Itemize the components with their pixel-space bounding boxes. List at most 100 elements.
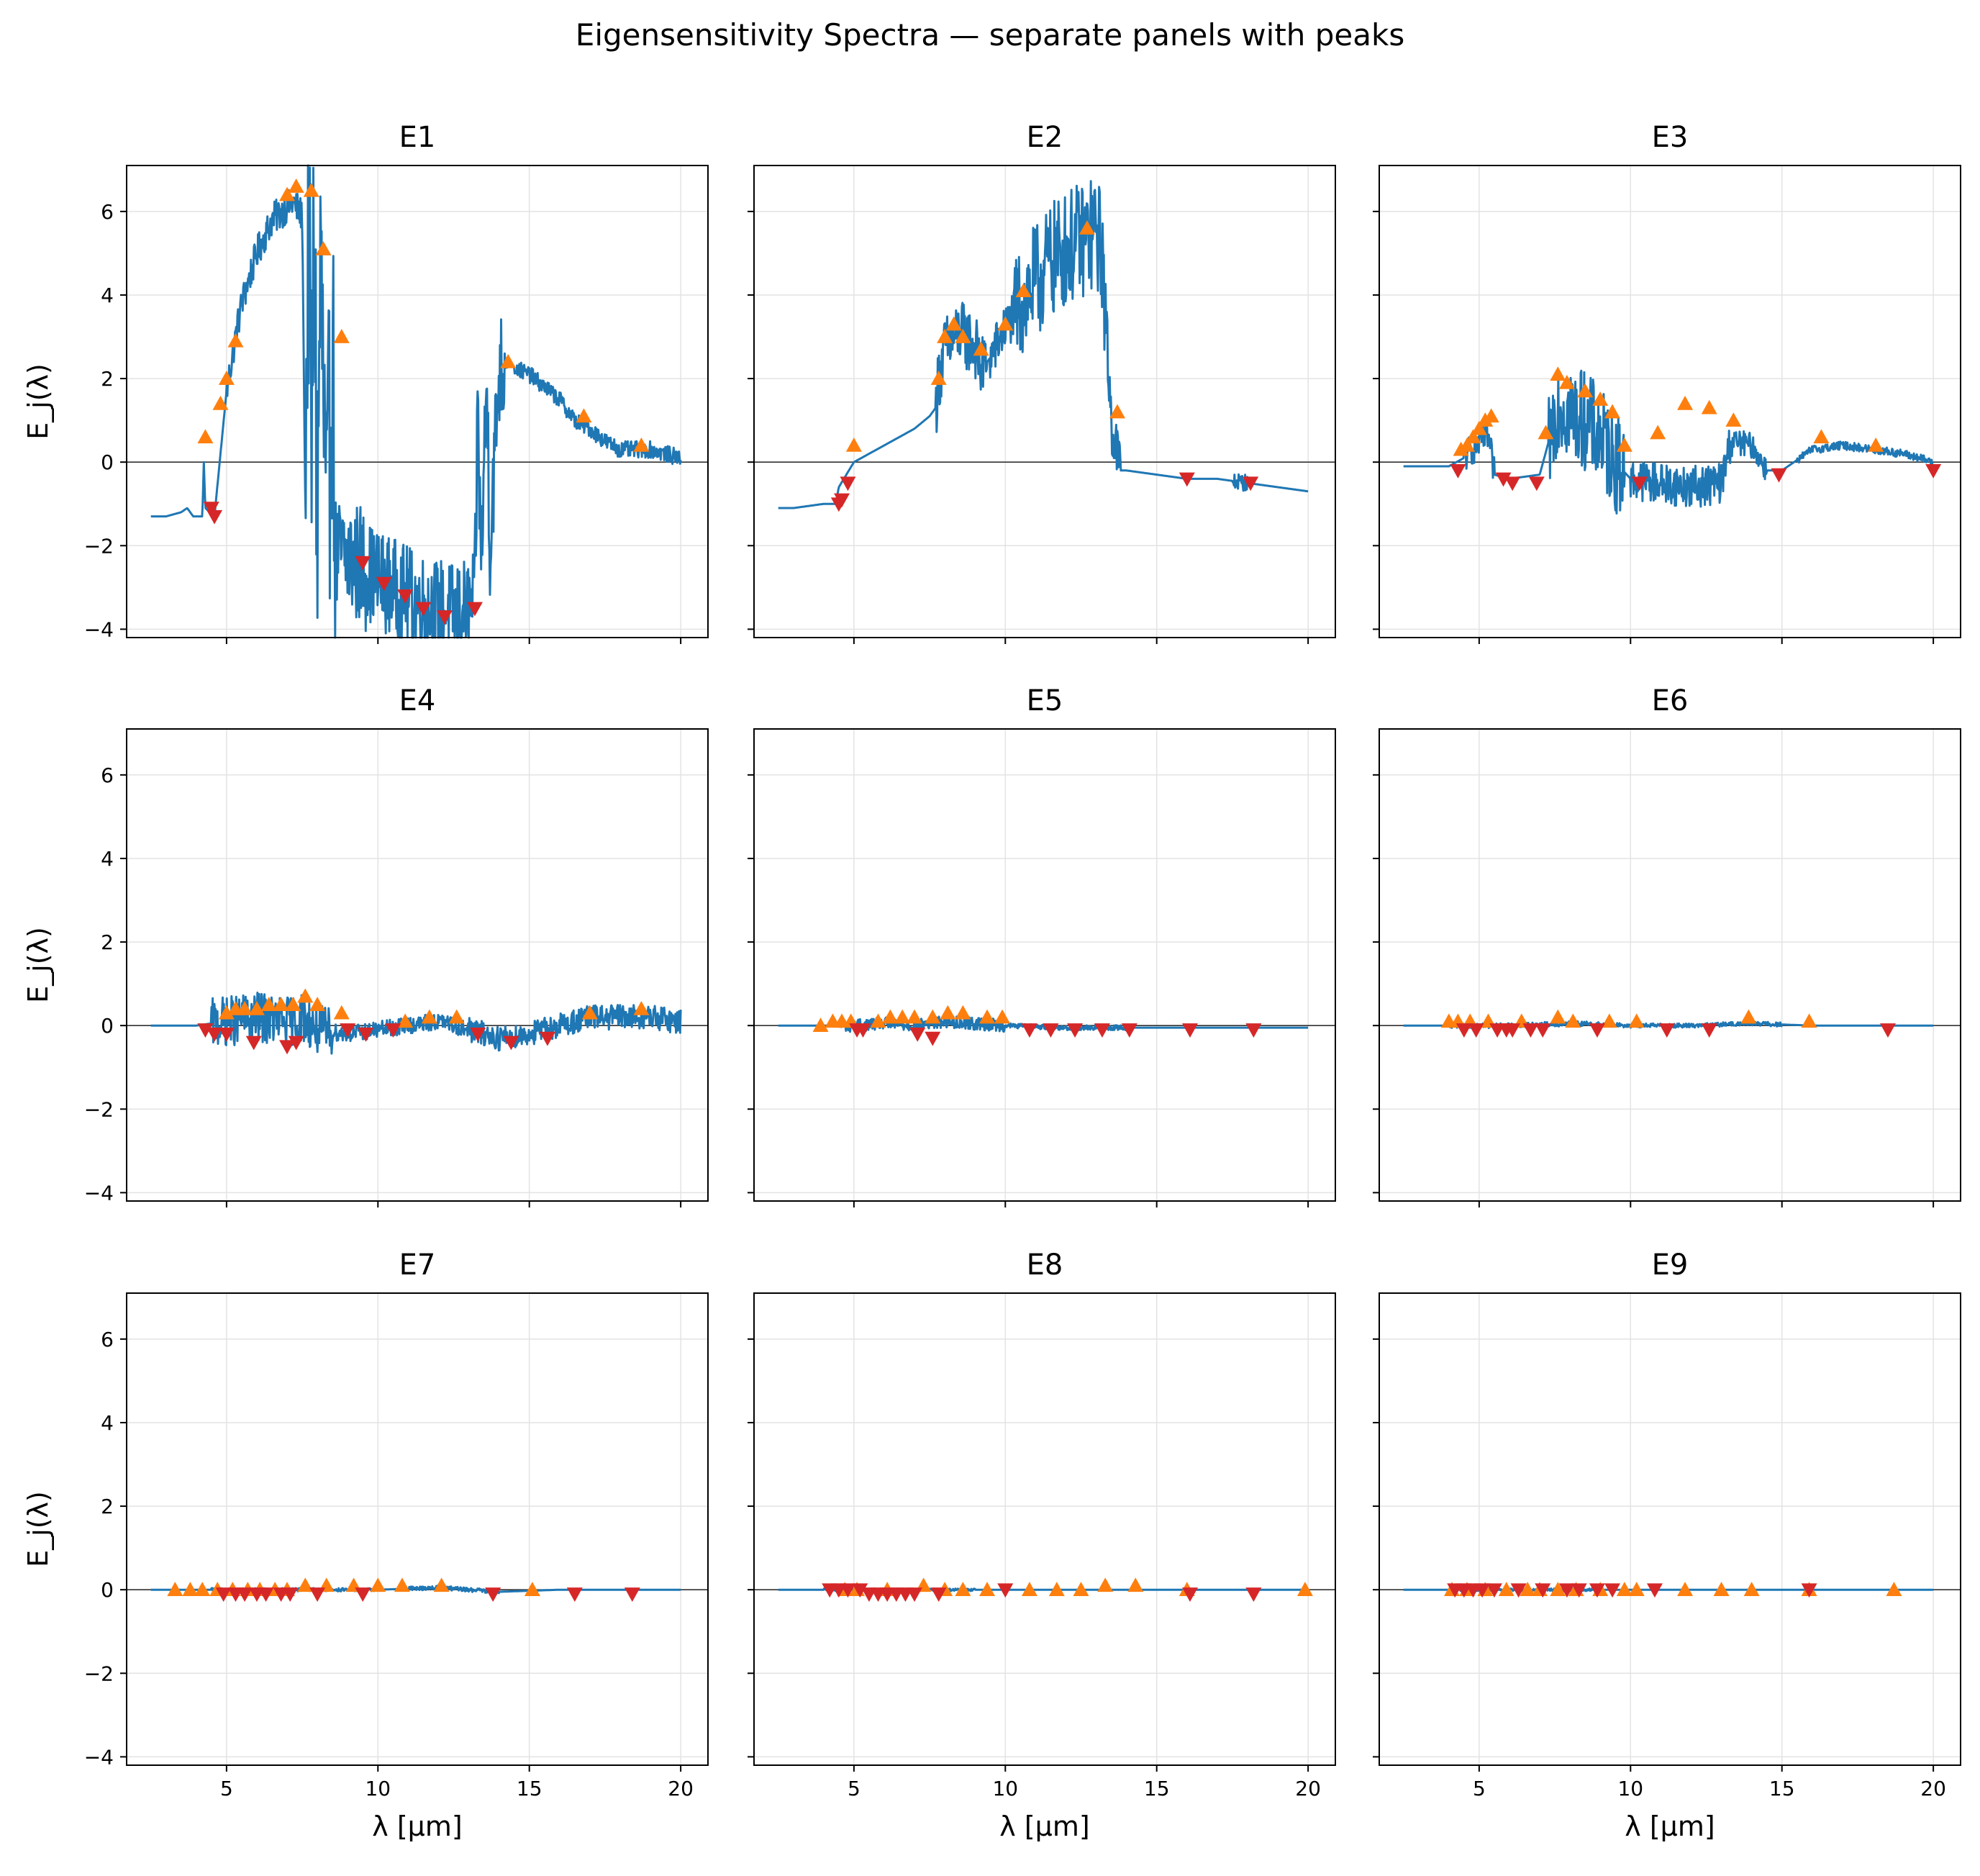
min-peak-marker	[1504, 1023, 1521, 1038]
x-tick-label: 20	[668, 1777, 694, 1800]
min-peak-marker	[1535, 1023, 1551, 1038]
min-peak-marker	[1571, 1583, 1587, 1598]
max-peak-marker	[197, 429, 214, 444]
x-tick-label: 20	[1295, 1777, 1321, 1800]
max-peak-marker	[394, 1577, 410, 1592]
max-peak-marker	[925, 1009, 941, 1024]
panel-frame	[753, 165, 1336, 638]
max-peak-marker	[397, 1013, 414, 1028]
max-peak-marker	[1740, 1009, 1757, 1024]
max-peak-marker	[218, 1005, 235, 1020]
max-peak-marker	[973, 341, 989, 356]
max-peak-marker	[309, 997, 326, 1011]
max-peak-marker	[1471, 420, 1487, 435]
min-peak-marker	[1245, 1023, 1262, 1038]
panel-frame	[126, 728, 709, 1202]
min-peak-marker	[340, 1023, 356, 1038]
min-peak-marker	[376, 576, 392, 592]
panel-e8: E8 5 10 15 20 λ [μm]	[748, 1249, 1336, 1842]
max-peak-marker	[979, 1009, 996, 1024]
min-peak-marker	[436, 610, 453, 625]
max-peak-marker	[333, 329, 350, 343]
max-peak-marker	[1801, 1013, 1817, 1028]
min-peak-marker	[466, 602, 483, 617]
min-peak-marker	[1771, 468, 1787, 483]
min-peak-marker	[203, 502, 219, 517]
max-peak-marker	[1021, 1582, 1037, 1596]
max-peak-marker	[955, 1582, 971, 1596]
panel-title: E5	[1027, 684, 1063, 717]
y-tick-label: −4	[84, 617, 114, 641]
min-peak-marker	[355, 556, 371, 571]
min-peak-marker	[1510, 1583, 1527, 1598]
x-tick-label: 15	[517, 1777, 542, 1800]
max-peak-marker	[845, 437, 862, 452]
min-peak-marker	[1535, 1583, 1551, 1598]
max-peak-marker	[237, 1000, 253, 1015]
panel-frame	[1379, 165, 1961, 638]
min-peak-marker	[288, 1036, 304, 1051]
max-peak-marker	[979, 1582, 996, 1596]
max-peak-marker	[248, 1000, 265, 1015]
panel-frame	[126, 165, 709, 638]
spectrum-line	[778, 1014, 1309, 1033]
max-peak-marker	[945, 316, 962, 331]
min-peak-marker	[1182, 1023, 1198, 1038]
min-peak-marker	[485, 1587, 501, 1602]
y-tick-label: 4	[101, 847, 114, 871]
max-peak-marker	[1558, 374, 1575, 389]
panel-e6: E6	[1373, 684, 1961, 1207]
max-peak-marker	[1550, 1009, 1566, 1024]
max-peak-marker	[1616, 1582, 1632, 1596]
max-peak-marker	[433, 1577, 450, 1592]
min-peak-marker	[840, 476, 856, 491]
y-tick-label: 6	[101, 763, 114, 787]
min-peak-marker	[355, 1587, 371, 1602]
min-peak-marker	[1558, 1583, 1575, 1598]
max-peak-marker	[1725, 412, 1742, 427]
min-peak-marker	[470, 1027, 486, 1042]
max-peak-marker	[930, 371, 947, 385]
min-peak-marker	[1801, 1583, 1817, 1598]
min-peak-marker	[1450, 463, 1466, 479]
min-peak-marker	[503, 1036, 519, 1051]
spectrum-line	[778, 180, 1309, 509]
panel-title: E1	[399, 121, 436, 154]
max-peak-marker	[633, 1000, 650, 1015]
max-peak-marker	[1868, 437, 1884, 452]
min-peak-marker	[1646, 1583, 1663, 1598]
max-peak-marker	[1073, 1582, 1089, 1596]
min-peak-marker	[1486, 1583, 1502, 1598]
min-peak-marker	[1043, 1023, 1059, 1038]
x-axis-label: λ [μm]	[999, 1811, 1089, 1842]
min-peak-marker	[1604, 1583, 1621, 1598]
min-peak-marker	[215, 1587, 232, 1602]
y-tick-label: −2	[84, 534, 114, 558]
min-peak-marker	[237, 1587, 253, 1602]
max-peak-marker	[1677, 1582, 1694, 1596]
max-peak-marker	[1015, 283, 1032, 297]
max-peak-marker	[524, 1582, 540, 1596]
max-peak-marker	[1550, 1582, 1566, 1596]
x-tick-label: 10	[365, 1777, 391, 1800]
min-peak-marker	[385, 1023, 401, 1038]
y-tick-label: 0	[101, 1014, 114, 1038]
y-tick-label: 2	[101, 930, 114, 954]
min-peak-marker	[1495, 472, 1512, 487]
min-peak-marker	[1182, 1587, 1198, 1602]
max-peak-marker	[1713, 1582, 1730, 1596]
panel-title: E2	[1027, 121, 1063, 154]
panel-title: E6	[1652, 684, 1689, 717]
min-peak-marker	[1456, 1023, 1472, 1038]
min-peak-marker	[840, 1583, 856, 1598]
x-tick-label: 20	[1920, 1777, 1946, 1800]
panel-title: E4	[399, 684, 436, 717]
x-tick-label: 5	[1473, 1777, 1486, 1800]
max-peak-marker	[218, 371, 235, 385]
max-peak-marker	[273, 997, 289, 1011]
min-peak-marker	[1468, 1023, 1484, 1038]
max-peak-marker	[1701, 399, 1717, 414]
min-peak-marker	[258, 1587, 274, 1602]
max-peak-marker	[1628, 1013, 1645, 1028]
